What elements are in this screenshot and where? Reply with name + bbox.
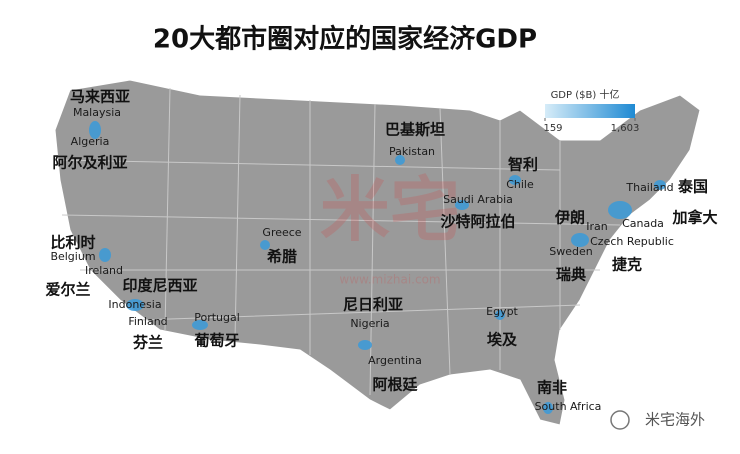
region-label-en: Canada <box>622 217 664 230</box>
region-label-zh: 伊朗 <box>554 209 585 227</box>
legend: GDP ($B) 十亿 159 1,603 <box>543 88 639 134</box>
region-label-zh: 南非 <box>537 379 567 397</box>
region-label-zh: 阿根廷 <box>372 376 418 394</box>
region-label-zh: 比利时 <box>50 234 95 252</box>
region-label-zh: 智利 <box>508 156 538 174</box>
metro-areas <box>89 121 666 414</box>
region-label-en: Portugal <box>194 311 240 324</box>
region-label-zh: 印度尼西亚 <box>122 277 197 295</box>
region-label-en: Indonesia <box>108 298 161 311</box>
region-label-zh: 巴基斯坦 <box>385 121 445 139</box>
region-label-zh: 葡萄牙 <box>193 332 239 350</box>
region-label-en: Greece <box>262 226 301 239</box>
region-label-zh: 埃及 <box>487 331 518 349</box>
region-label-en: Chile <box>506 178 534 191</box>
region-label-zh: 爱尔兰 <box>45 281 90 299</box>
us-map <box>54 79 701 426</box>
watermark: 米宅 www.mizhai.com <box>320 169 460 286</box>
state-lines <box>59 87 621 396</box>
region-label-en: Malaysia <box>73 106 121 119</box>
watermark-url: www.mizhai.com <box>339 273 440 287</box>
watermark-logo: 米宅 <box>320 169 460 251</box>
badge-text: 米宅海外 <box>645 411 705 429</box>
region-label-en: Belgium <box>50 250 95 263</box>
badge: 米宅海外 <box>610 410 705 430</box>
region-label-zh: 芬兰 <box>133 334 163 352</box>
legend-gradient <box>545 104 635 118</box>
region-label-en: Nigeria <box>350 317 389 330</box>
region-label-en: Saudi Arabia <box>443 193 513 206</box>
region-label-en: Algeria <box>71 135 110 148</box>
legend-tick-label: 159 <box>543 123 562 134</box>
region-label-en: Sweden <box>549 245 592 258</box>
region-label-zh: 马来西亚 <box>70 88 130 106</box>
region-label-zh: 瑞典 <box>556 266 586 284</box>
region-label-en: Iran <box>586 220 608 233</box>
region-label-zh: 希腊 <box>267 248 297 266</box>
legend-title: GDP ($B) 十亿 <box>551 88 620 101</box>
region-label-en: Czech Republic <box>590 235 674 248</box>
region-label-en: Finland <box>128 315 167 328</box>
region-label-en: Argentina <box>368 354 422 367</box>
title: 20大都市圈对应的国家经济GDP <box>153 24 537 55</box>
region-label-zh: 泰国 <box>677 178 708 196</box>
region-label-zh: 捷克 <box>612 256 642 274</box>
region-label-en: Thailand <box>625 181 673 194</box>
region-label-zh: 尼日利亚 <box>343 296 403 314</box>
region-label-en: South Africa <box>535 400 602 413</box>
region-label-zh: 沙特阿拉伯 <box>440 213 515 231</box>
region-label-zh: 加拿大 <box>671 209 717 227</box>
legend-tick-label: 1,603 <box>611 123 640 134</box>
region-label-en: Egypt <box>486 305 518 318</box>
region-label-en: Pakistan <box>389 145 435 158</box>
region-label-zh: 阿尔及利亚 <box>52 154 127 172</box>
region-label-en: Ireland <box>85 264 123 277</box>
